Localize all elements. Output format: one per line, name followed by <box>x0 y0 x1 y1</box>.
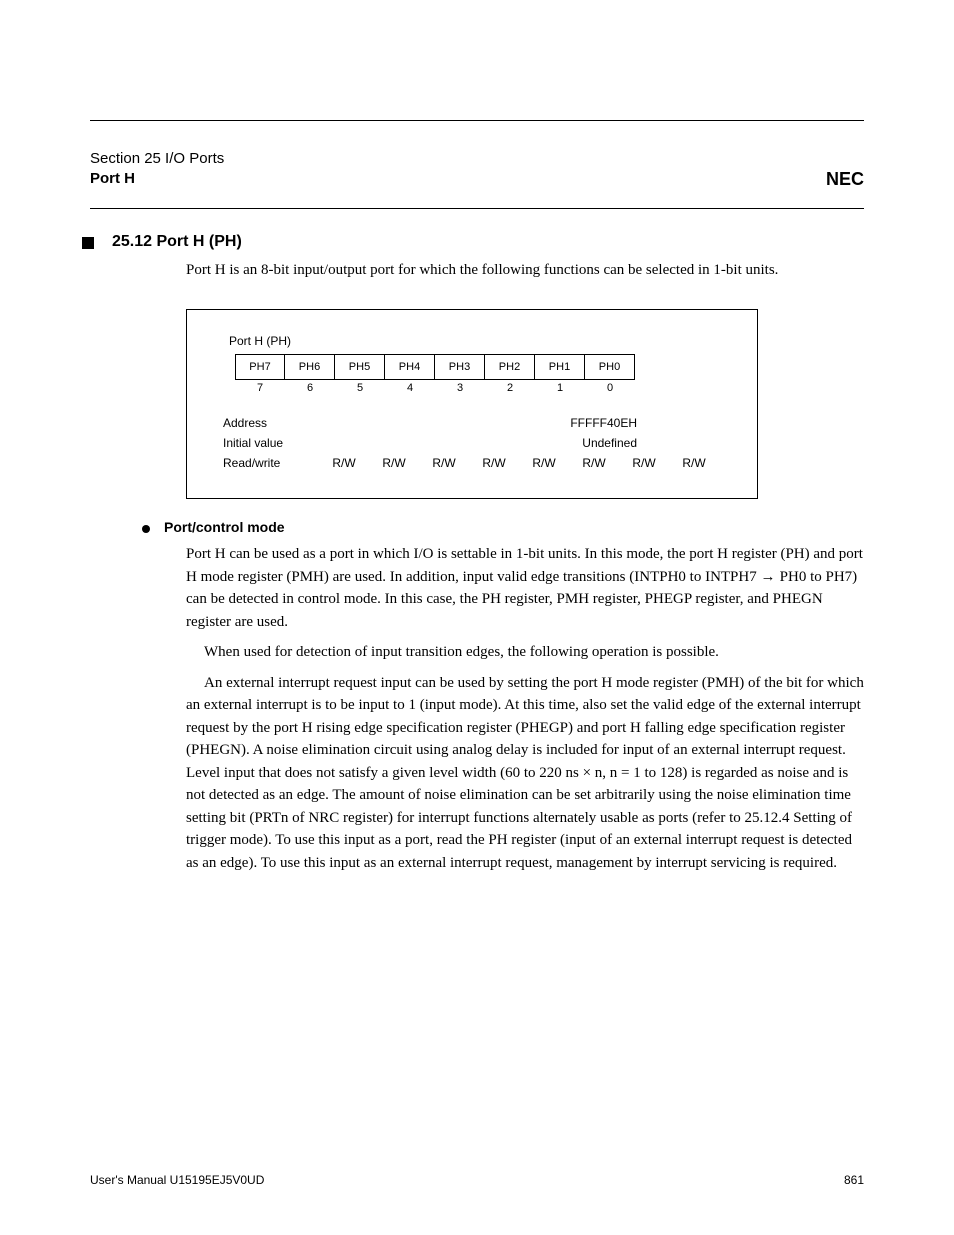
bit-number: 6 <box>285 382 335 394</box>
sub-bullet-row: Port/control mode <box>142 519 864 535</box>
init-value: Undefined <box>582 436 637 450</box>
bit-cell: PH5 <box>335 354 385 380</box>
bit-cell: PH2 <box>485 354 535 380</box>
figure-title: Port H (PH) <box>229 334 721 348</box>
figure-rw-row: Read/write R/WR/WR/WR/WR/WR/WR/WR/W <box>223 456 729 470</box>
init-label: Initial value <box>223 436 283 450</box>
header-bottom-rule <box>90 208 864 209</box>
section: 25.12 Port H (PH) Port H is an 8-bit inp… <box>90 233 864 875</box>
paragraph-2: When used for detection of input transit… <box>186 641 864 664</box>
rw-value: R/W <box>469 456 519 470</box>
bit-number-row: 76543210 <box>235 382 635 394</box>
bit-row: PH7PH6PH5PH4PH3PH2PH1PH0 <box>235 354 635 380</box>
address-label: Address <box>223 416 267 430</box>
bit-number: 5 <box>335 382 385 394</box>
bit-number: 2 <box>485 382 535 394</box>
figure-init-row: Initial value Undefined <box>223 436 637 450</box>
rw-value: R/W <box>319 456 369 470</box>
bit-cell: PH7 <box>235 354 285 380</box>
bit-cell: PH4 <box>385 354 435 380</box>
rw-value: R/W <box>619 456 669 470</box>
circle-bullet-icon <box>142 525 150 533</box>
header-title-line: Port H <box>90 169 224 189</box>
register-figure: Port H (PH) PH7PH6PH5PH4PH3PH2PH1PH0 765… <box>186 309 758 499</box>
bit-number: 7 <box>235 382 285 394</box>
paragraph-3: An external interrupt request input can … <box>186 672 864 875</box>
bit-number: 1 <box>535 382 585 394</box>
address-value: FFFFF40EH <box>570 416 637 430</box>
rw-values: R/WR/WR/WR/WR/WR/WR/WR/W <box>319 456 719 470</box>
rw-label: Read/write <box>223 456 319 470</box>
page-footer: User's Manual U15195EJ5V0UD 861 <box>90 1173 864 1187</box>
footer-page-number: 861 <box>844 1173 864 1187</box>
footer-left: User's Manual U15195EJ5V0UD <box>90 1173 264 1187</box>
bit-number: 3 <box>435 382 485 394</box>
page: Section 25 I/O Ports Port H NEC 25.12 Po… <box>0 0 954 1235</box>
bit-cell: PH6 <box>285 354 335 380</box>
arrow-icon: → <box>760 568 779 585</box>
rw-value: R/W <box>519 456 569 470</box>
bit-cell: PH0 <box>585 354 635 380</box>
rw-value: R/W <box>419 456 469 470</box>
section-title: 25.12 Port H (PH) <box>112 233 242 251</box>
square-bullet-icon <box>82 237 94 249</box>
rw-value: R/W <box>669 456 719 470</box>
bit-number: 0 <box>585 382 635 394</box>
header-band: Section 25 I/O Ports Port H NEC <box>90 121 864 208</box>
bit-number: 4 <box>385 382 435 394</box>
rw-value: R/W <box>569 456 619 470</box>
bit-cell: PH1 <box>535 354 585 380</box>
rw-value: R/W <box>369 456 419 470</box>
paragraph-1: Port H can be used as a port in which I/… <box>186 543 864 633</box>
header-section-line: Section 25 I/O Ports <box>90 149 224 169</box>
figure-address-row: Address FFFFF40EH <box>223 416 637 430</box>
sub-bullet-text: Port/control mode <box>164 519 285 535</box>
intro-paragraph: Port H is an 8-bit input/output port for… <box>186 259 864 282</box>
header-company: NEC <box>826 169 864 190</box>
bit-cell: PH3 <box>435 354 485 380</box>
header-left: Section 25 I/O Ports Port H <box>90 149 224 190</box>
section-heading-row: 25.12 Port H (PH) <box>82 233 864 251</box>
